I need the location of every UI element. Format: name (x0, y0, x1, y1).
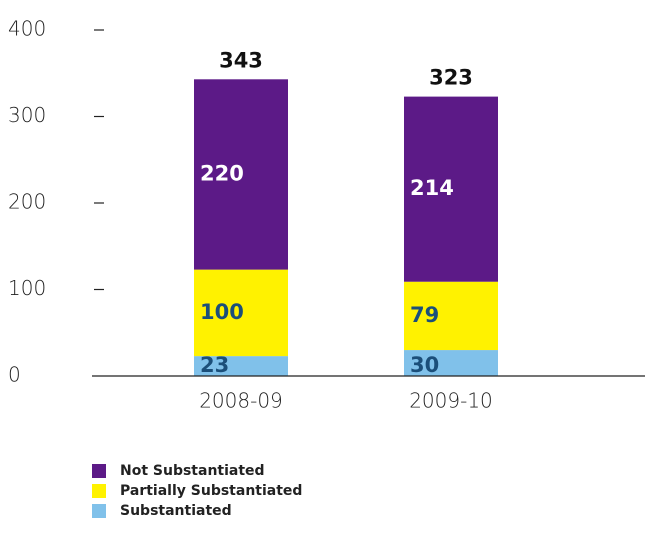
bar-segment (404, 281, 498, 351)
y-tick-label: 0 (8, 363, 21, 387)
legend-swatch (92, 504, 106, 518)
data-label: 214 (410, 176, 454, 200)
total-label: 343 (219, 48, 263, 72)
y-tick-label: 200 (8, 190, 46, 214)
legend-swatch (92, 464, 106, 478)
legend-label: Partially Substantiated (120, 483, 302, 499)
bar-segment (404, 96, 498, 282)
bar-segment (194, 269, 288, 357)
data-label: 100 (200, 300, 244, 324)
x-tick-label: 2008-09 (199, 389, 283, 413)
data-label: 30 (410, 353, 439, 377)
legend-label: Not Substantiated (120, 463, 265, 479)
bar-segment (194, 356, 288, 376)
data-label: 23 (200, 353, 229, 377)
legend-swatch (92, 484, 106, 498)
total-label: 323 (429, 66, 473, 90)
bar-segment (194, 79, 288, 270)
legend-label: Substantiated (120, 503, 232, 519)
x-tick-label: 2009-10 (409, 389, 493, 413)
bar-segment (404, 350, 498, 376)
data-label: 79 (410, 303, 439, 327)
y-tick-label: 300 (8, 103, 46, 127)
y-tick-label: 100 (8, 276, 46, 300)
data-label: 220 (200, 161, 244, 185)
y-tick-label: 400 (8, 17, 46, 41)
